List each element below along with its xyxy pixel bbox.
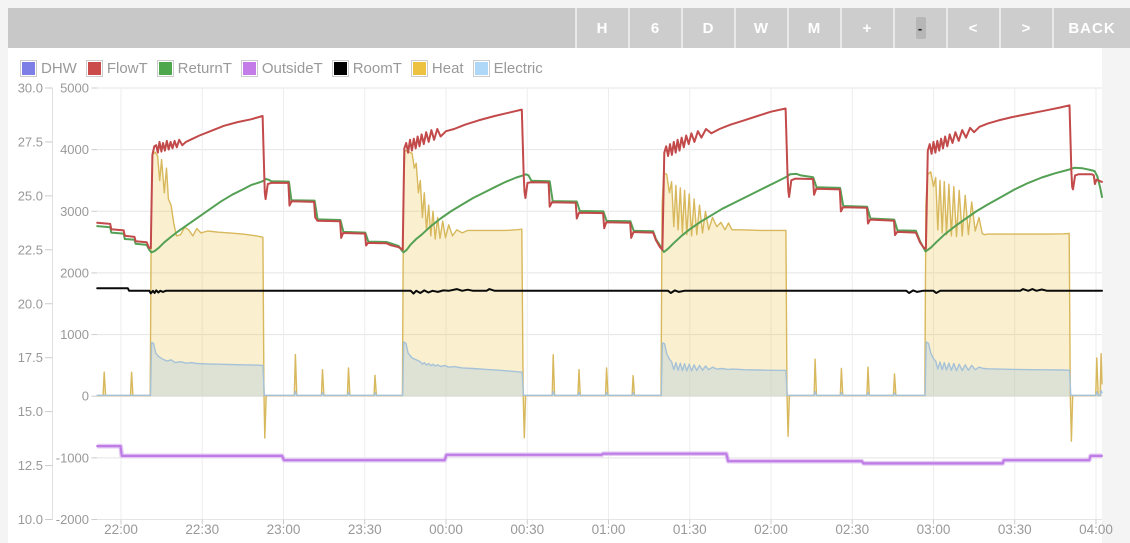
series-line-outsidet xyxy=(96,445,1104,465)
temp-axis-label: 12.5 xyxy=(18,458,43,473)
toolbar-button-back[interactable]: BACK xyxy=(1052,8,1130,48)
legend-item-roomt[interactable]: RoomT xyxy=(331,60,402,77)
legend-item-returnt[interactable]: ReturnT xyxy=(156,60,232,77)
temp-axis-label: 15.0 xyxy=(18,404,43,419)
series-line-heat xyxy=(96,149,1103,442)
legend-swatch-flowt-icon xyxy=(85,60,103,77)
legend-item-heat[interactable]: Heat xyxy=(410,60,464,77)
chart-card xyxy=(8,48,1102,543)
series-line-electric xyxy=(96,341,1103,396)
temp-axis-label: 20.0 xyxy=(18,296,43,311)
series-area-electric xyxy=(97,342,1102,397)
temp-axis-label: 30.0 xyxy=(18,81,43,96)
x-axis-label: 03:30 xyxy=(998,522,1032,537)
toolbar-button--[interactable]: - xyxy=(893,8,946,48)
power-axis-label: 2000 xyxy=(60,265,89,280)
series-line-roomt xyxy=(96,287,1103,295)
x-axis-label: 04:00 xyxy=(1079,522,1113,537)
legend-label: Electric xyxy=(493,60,543,77)
legend-label: ReturnT xyxy=(177,60,232,77)
toolbar-button->[interactable]: > xyxy=(999,8,1052,48)
power-axis-label: -1000 xyxy=(56,450,89,465)
legend-label: RoomT xyxy=(352,60,402,77)
legend-label: DHW xyxy=(41,60,77,77)
legend-swatch-roomt-icon xyxy=(331,60,349,77)
x-axis-label: 03:00 xyxy=(917,522,951,537)
x-axis-label: 01:00 xyxy=(592,522,626,537)
legend-item-flowt[interactable]: FlowT xyxy=(85,60,148,77)
x-axis-label: 23:00 xyxy=(267,522,301,537)
temp-axis-label: 17.5 xyxy=(18,350,43,365)
chart-legend: DHW FlowT ReturnT OutsideT RoomT Heat Electric xyxy=(20,60,543,77)
temp-axis-label: 25.0 xyxy=(18,188,43,203)
legend-item-dhw[interactable]: DHW xyxy=(20,60,77,77)
minus-pressed-indicator: - xyxy=(915,17,926,39)
toolbar-button-m[interactable]: M xyxy=(787,8,840,48)
toolbar-button-d[interactable]: D xyxy=(681,8,734,48)
legend-swatch-returnt-icon xyxy=(156,60,174,77)
legend-swatch-electric-icon xyxy=(472,60,490,77)
toolbar-button-w[interactable]: W xyxy=(734,8,787,48)
x-axis-label: 02:00 xyxy=(754,522,788,537)
x-axis-label: 23:30 xyxy=(348,522,382,537)
legend-swatch-dhw-icon xyxy=(20,60,37,77)
temp-axis-label: 22.5 xyxy=(18,242,43,257)
legend-swatch-heat-icon xyxy=(410,60,428,77)
power-axis-label: 1000 xyxy=(60,327,89,342)
temp-axis-label: 10.0 xyxy=(18,512,43,527)
legend-label: Heat xyxy=(431,60,464,77)
power-axis-label: 0 xyxy=(82,389,89,404)
legend-label: FlowT xyxy=(106,60,148,77)
legend-label: OutsideT xyxy=(261,60,323,77)
power-axis-label: 3000 xyxy=(60,204,89,219)
toolbar-button-+[interactable]: + xyxy=(840,8,893,48)
x-axis-label: 22:00 xyxy=(104,522,138,537)
x-axis-label: 22:30 xyxy=(185,522,219,537)
legend-swatch-outsidet-icon xyxy=(240,60,258,77)
power-axis-label: 4000 xyxy=(60,142,89,157)
toolbar-button-<[interactable]: < xyxy=(946,8,999,48)
temp-axis-label: 27.5 xyxy=(18,134,43,149)
power-axis-label: -2000 xyxy=(56,512,89,527)
legend-item-outsidet[interactable]: OutsideT xyxy=(240,60,323,77)
x-axis-label: 02:30 xyxy=(835,522,869,537)
x-axis-label: 00:00 xyxy=(429,522,463,537)
series-line-flowt xyxy=(96,104,1103,251)
toolbar-button-6[interactable]: 6 xyxy=(628,8,681,48)
series-line-returnt xyxy=(96,166,1103,254)
x-axis-label: 00:30 xyxy=(510,522,544,537)
toolbar: H 6 D W M + - < > BACK xyxy=(8,8,1130,48)
legend-item-electric[interactable]: Electric xyxy=(472,60,543,77)
x-axis-label: 01:30 xyxy=(673,522,707,537)
power-axis-label: 5000 xyxy=(60,81,89,96)
series-area-heat xyxy=(97,150,1102,442)
toolbar-button-h[interactable]: H xyxy=(575,8,628,48)
